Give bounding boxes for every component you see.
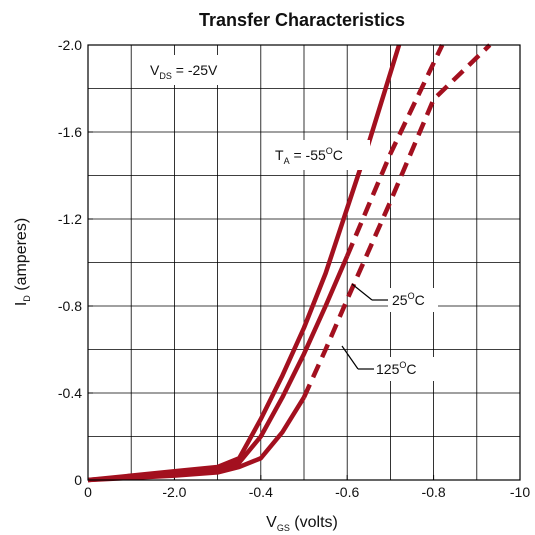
x-tick-label: -2.0 bbox=[162, 484, 186, 500]
line-dashed bbox=[301, 43, 492, 399]
annotation-bg bbox=[270, 140, 370, 170]
leader-line bbox=[341, 345, 359, 370]
x-tick-label: -0.4 bbox=[249, 484, 273, 500]
y-axis-label: ID (amperes) bbox=[13, 218, 32, 306]
chart-title: Transfer Characteristics bbox=[199, 10, 405, 30]
x-axis-label: VGS (volts) bbox=[266, 514, 338, 533]
line-dashed bbox=[345, 44, 445, 257]
annotation: TA = -55OC bbox=[275, 146, 343, 166]
annotation: VDS = -25V bbox=[150, 62, 218, 81]
line bbox=[87, 396, 306, 483]
x-tick-label: -10 bbox=[510, 484, 530, 500]
y-tick-label: -0.4 bbox=[58, 385, 82, 401]
annotation-bg bbox=[135, 55, 255, 85]
y-tick-label: -2.0 bbox=[58, 37, 82, 53]
annotation-bg bbox=[388, 288, 438, 312]
y-tick-label: -1.2 bbox=[58, 211, 82, 227]
x-tick-label: 0 bbox=[84, 484, 92, 500]
leader-line bbox=[351, 283, 373, 301]
y-tick-label: -1.6 bbox=[58, 124, 82, 140]
y-tick-label: 0 bbox=[74, 472, 82, 488]
x-tick-label: -0.6 bbox=[335, 484, 359, 500]
annotation: 125OC bbox=[376, 360, 417, 377]
x-tick-label: -0.8 bbox=[422, 484, 446, 500]
annotation: 25OC bbox=[392, 291, 425, 308]
frame bbox=[87, 44, 521, 481]
y-tick-label: -0.8 bbox=[58, 298, 82, 314]
annotation-bg bbox=[372, 357, 434, 381]
plot-area: 0 -2.0 -0.4 -0.6 -0.8 -10 0 -0.4 -0.8 -1.2 -1.6 -2.… bbox=[58, 37, 530, 500]
annotations: VDS = -25V TA = -55OC 25OC 125OC bbox=[135, 55, 438, 381]
